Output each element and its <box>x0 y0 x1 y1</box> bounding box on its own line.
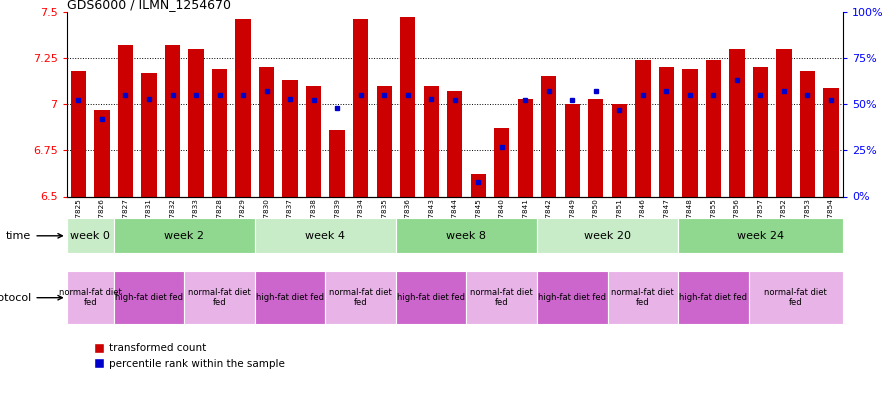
Text: week 8: week 8 <box>446 231 486 241</box>
Text: normal-fat diet
fed: normal-fat diet fed <box>59 288 122 307</box>
Bar <box>255 271 325 324</box>
Bar <box>400 17 415 196</box>
Bar <box>67 271 114 324</box>
Bar <box>659 67 674 196</box>
Bar <box>396 218 537 253</box>
Bar <box>114 271 184 324</box>
Bar <box>565 104 580 196</box>
Bar <box>377 86 392 196</box>
Text: protocol: protocol <box>0 293 62 303</box>
Bar <box>353 19 368 196</box>
Bar <box>396 271 467 324</box>
Bar <box>164 45 180 196</box>
Bar <box>255 218 396 253</box>
Bar <box>71 71 86 196</box>
Bar <box>682 69 698 196</box>
Text: week 20: week 20 <box>584 231 631 241</box>
Bar <box>423 86 439 196</box>
Text: week 24: week 24 <box>737 231 784 241</box>
Bar <box>706 60 721 196</box>
Bar <box>517 99 533 196</box>
Text: high-fat diet fed: high-fat diet fed <box>539 293 606 302</box>
Bar <box>325 271 396 324</box>
Text: week 2: week 2 <box>164 231 204 241</box>
Bar <box>283 80 298 196</box>
Bar <box>94 110 109 196</box>
Text: normal-fat diet
fed: normal-fat diet fed <box>612 288 674 307</box>
Bar <box>678 271 749 324</box>
Bar <box>678 218 843 253</box>
Text: high-fat diet fed: high-fat diet fed <box>115 293 183 302</box>
Bar <box>753 67 768 196</box>
Bar <box>184 271 255 324</box>
Bar <box>607 271 678 324</box>
Text: high-fat diet fed: high-fat diet fed <box>679 293 748 302</box>
Bar <box>306 86 321 196</box>
Bar <box>447 91 462 196</box>
Bar <box>259 67 274 196</box>
Bar <box>212 69 228 196</box>
Bar <box>188 49 204 196</box>
Text: normal-fat diet
fed: normal-fat diet fed <box>188 288 251 307</box>
Bar <box>612 104 627 196</box>
Bar <box>114 218 255 253</box>
Text: normal-fat diet
fed: normal-fat diet fed <box>470 288 533 307</box>
Text: high-fat diet fed: high-fat diet fed <box>256 293 324 302</box>
Bar <box>541 76 557 196</box>
Bar <box>537 218 678 253</box>
Text: normal-fat diet
fed: normal-fat diet fed <box>765 288 827 307</box>
Legend: transformed count, percentile rank within the sample: transformed count, percentile rank withi… <box>90 339 290 373</box>
Text: week 4: week 4 <box>306 231 345 241</box>
Bar <box>729 49 745 196</box>
Bar <box>823 88 838 196</box>
Bar <box>537 271 607 324</box>
Text: time: time <box>6 231 62 241</box>
Bar <box>67 218 114 253</box>
Text: GDS6000 / ILMN_1254670: GDS6000 / ILMN_1254670 <box>67 0 230 11</box>
Bar <box>776 49 791 196</box>
Bar <box>589 99 604 196</box>
Bar <box>470 174 486 196</box>
Bar <box>236 19 251 196</box>
Bar <box>494 128 509 196</box>
Bar <box>330 130 345 196</box>
Text: normal-fat diet
fed: normal-fat diet fed <box>329 288 392 307</box>
Bar <box>749 271 843 324</box>
Bar <box>800 71 815 196</box>
Bar <box>118 45 133 196</box>
Bar <box>141 73 156 196</box>
Bar <box>636 60 651 196</box>
Text: week 0: week 0 <box>70 231 110 241</box>
Bar <box>467 271 537 324</box>
Text: high-fat diet fed: high-fat diet fed <box>397 293 465 302</box>
